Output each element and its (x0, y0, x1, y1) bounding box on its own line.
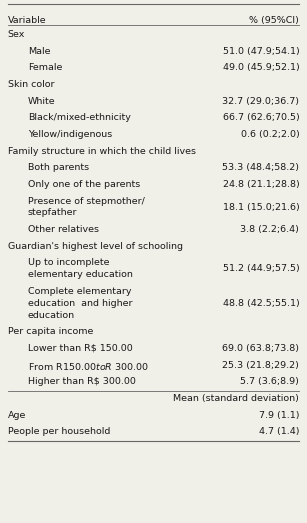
Text: 25.3 (21.8;29.2): 25.3 (21.8;29.2) (223, 360, 299, 370)
Text: Presence of stepmother/: Presence of stepmother/ (28, 197, 145, 206)
Text: elementary education: elementary education (28, 270, 133, 279)
Text: Guardian's highest level of schooling: Guardian's highest level of schooling (8, 242, 183, 251)
Text: 4.7 (1.4): 4.7 (1.4) (259, 427, 299, 436)
Text: education  and higher: education and higher (28, 299, 132, 308)
Text: Per capita income: Per capita income (8, 327, 93, 336)
Text: stepfather: stepfather (28, 209, 77, 218)
Text: 51.0 (47.9;54.1): 51.0 (47.9;54.1) (223, 47, 299, 55)
Text: Male: Male (28, 47, 50, 55)
Text: 0.6 (0.2;2.0): 0.6 (0.2;2.0) (241, 130, 299, 139)
Text: 32.7 (29.0;36.7): 32.7 (29.0;36.7) (222, 97, 299, 106)
Text: Sex: Sex (8, 30, 25, 39)
Text: 69.0 (63.8;73.8): 69.0 (63.8;73.8) (222, 344, 299, 353)
Text: Only one of the parents: Only one of the parents (28, 180, 140, 189)
Text: Other relatives: Other relatives (28, 225, 99, 234)
Text: 18.1 (15.0;21.6): 18.1 (15.0;21.6) (223, 202, 299, 211)
Text: % (95%CI): % (95%CI) (250, 16, 299, 25)
Text: Both parents: Both parents (28, 163, 89, 172)
Text: Mean (standard deviation): Mean (standard deviation) (173, 394, 299, 403)
Text: 7.9 (1.1): 7.9 (1.1) (259, 411, 299, 419)
Text: Complete elementary: Complete elementary (28, 287, 131, 296)
Text: Higher than R$ 300.00: Higher than R$ 300.00 (28, 377, 135, 386)
Text: Yellow/indigenous: Yellow/indigenous (28, 130, 112, 139)
Text: Variable: Variable (8, 16, 46, 25)
Text: 24.8 (21.1;28.8): 24.8 (21.1;28.8) (223, 180, 299, 189)
Text: From R$ 150.00 to R$ 300.00: From R$ 150.00 to R$ 300.00 (28, 360, 149, 371)
Text: White: White (28, 97, 55, 106)
Text: 51.2 (44.9;57.5): 51.2 (44.9;57.5) (223, 264, 299, 274)
Text: 49.0 (45.9;52.1): 49.0 (45.9;52.1) (223, 63, 299, 72)
Text: People per household: People per household (8, 427, 110, 436)
Text: Family structure in which the child lives: Family structure in which the child live… (8, 146, 196, 156)
Text: Lower than R$ 150.00: Lower than R$ 150.00 (28, 344, 132, 353)
Text: 66.7 (62.6;70.5): 66.7 (62.6;70.5) (223, 113, 299, 122)
Text: 53.3 (48.4;58.2): 53.3 (48.4;58.2) (222, 163, 299, 172)
Text: education: education (28, 311, 75, 320)
Text: 3.8 (2.2;6.4): 3.8 (2.2;6.4) (240, 225, 299, 234)
Text: Skin color: Skin color (8, 80, 54, 89)
Text: Black/mixed-ethnicity: Black/mixed-ethnicity (28, 113, 130, 122)
Text: Age: Age (8, 411, 26, 419)
Text: 5.7 (3.6;8.9): 5.7 (3.6;8.9) (240, 377, 299, 386)
Text: Female: Female (28, 63, 62, 72)
Text: Up to incomplete: Up to incomplete (28, 258, 109, 267)
Text: 48.8 (42.5;55.1): 48.8 (42.5;55.1) (223, 299, 299, 308)
